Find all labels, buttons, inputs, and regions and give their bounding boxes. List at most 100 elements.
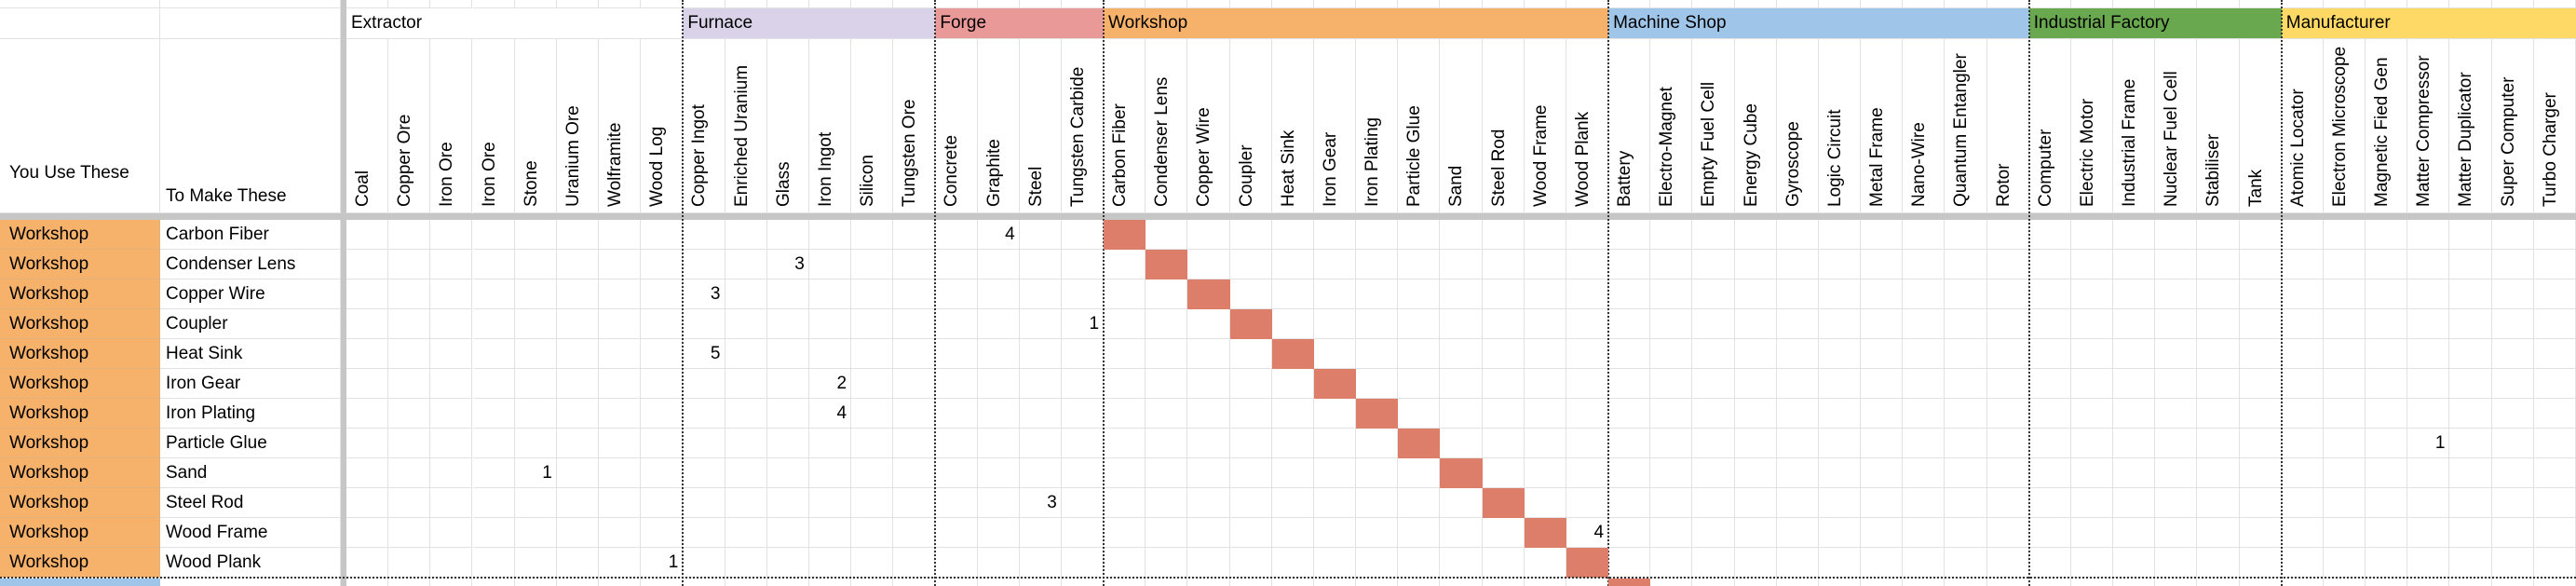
cell	[1608, 0, 1651, 8]
cell	[808, 518, 852, 548]
cell	[1818, 250, 1862, 279]
cell	[1398, 369, 1441, 399]
cell	[160, 8, 341, 39]
cell	[977, 548, 1020, 578]
cell	[1482, 548, 1525, 578]
cell	[1061, 339, 1105, 369]
cell	[472, 339, 515, 369]
cell	[2407, 399, 2450, 429]
cell	[1650, 39, 1693, 213]
cell	[2239, 518, 2282, 548]
cell	[599, 369, 642, 399]
cell	[766, 488, 809, 518]
cell	[1356, 369, 1399, 399]
cell	[851, 488, 894, 518]
cell	[473, 578, 515, 586]
cell	[1945, 0, 1987, 8]
cell	[766, 339, 809, 369]
cell	[2070, 250, 2114, 279]
cell	[1608, 429, 1651, 458]
cell	[556, 548, 599, 578]
target-label: Steel Rod	[166, 493, 244, 512]
cell	[1903, 39, 1946, 213]
cell	[1608, 39, 1651, 213]
cell	[1271, 518, 1314, 548]
cell	[1398, 339, 1441, 369]
cell	[851, 39, 894, 213]
cell	[977, 309, 1020, 339]
cell	[1104, 578, 1146, 586]
column-header: Empty Fuel Cell	[1699, 81, 1719, 207]
source-cell	[0, 458, 160, 488]
cell	[978, 578, 1020, 586]
cell	[851, 250, 894, 279]
target-label: Wood Frame	[166, 523, 268, 542]
cell	[1734, 399, 1777, 429]
cell	[160, 309, 341, 339]
cell	[1945, 220, 1987, 250]
cell	[1734, 429, 1777, 458]
cell	[430, 518, 473, 548]
column-header: Energy Cube	[1741, 103, 1761, 207]
cell	[725, 39, 767, 213]
cell	[725, 578, 767, 586]
cell	[2366, 309, 2408, 339]
cell	[808, 369, 852, 399]
cell	[2029, 578, 2071, 586]
cell	[599, 488, 642, 518]
source-cell	[0, 309, 160, 339]
cell	[1187, 488, 1230, 518]
cell	[388, 429, 431, 458]
cell	[2449, 548, 2492, 578]
cell	[808, 548, 852, 578]
cell	[683, 578, 725, 586]
column-header: Silicon	[858, 155, 878, 207]
cell	[2533, 369, 2576, 399]
cell-value: 3	[794, 254, 805, 274]
cell	[1861, 39, 1904, 213]
cell	[641, 0, 684, 8]
cell	[2281, 339, 2324, 369]
cell	[388, 39, 431, 213]
cell	[1482, 39, 1525, 213]
cell	[2197, 369, 2240, 399]
column-header: Enriched Uranium	[731, 64, 752, 207]
highlight-cell	[1104, 220, 1146, 250]
cell	[935, 39, 978, 213]
cell	[1187, 399, 1230, 429]
cell	[430, 369, 473, 399]
cell	[1104, 279, 1146, 309]
cell	[2113, 369, 2156, 399]
cell	[2407, 39, 2450, 213]
cell	[1986, 429, 2029, 458]
cell	[1818, 0, 1862, 8]
cell	[1734, 309, 1777, 339]
cell	[2028, 369, 2071, 399]
cell	[1019, 39, 1062, 213]
cell	[2323, 39, 2366, 213]
cell	[683, 369, 725, 399]
cell	[1945, 399, 1987, 429]
source-cell	[0, 399, 160, 429]
cell	[2366, 250, 2408, 279]
cell	[808, 220, 852, 250]
cell	[160, 399, 341, 429]
cell	[641, 220, 684, 250]
cell	[2113, 488, 2156, 518]
cell	[1313, 39, 1357, 213]
group-name: Furnace	[687, 13, 753, 33]
cell	[1608, 488, 1651, 518]
source-label: Workshop	[9, 433, 89, 453]
cell	[472, 488, 515, 518]
cell	[2155, 250, 2198, 279]
cell	[1187, 39, 1230, 213]
cell	[851, 399, 894, 429]
cell	[2491, 279, 2534, 309]
cell	[346, 458, 389, 488]
cell	[1903, 399, 1946, 429]
cell	[2407, 339, 2450, 369]
cell	[2197, 429, 2240, 458]
cell	[1524, 369, 1566, 399]
cell	[1146, 369, 1188, 399]
